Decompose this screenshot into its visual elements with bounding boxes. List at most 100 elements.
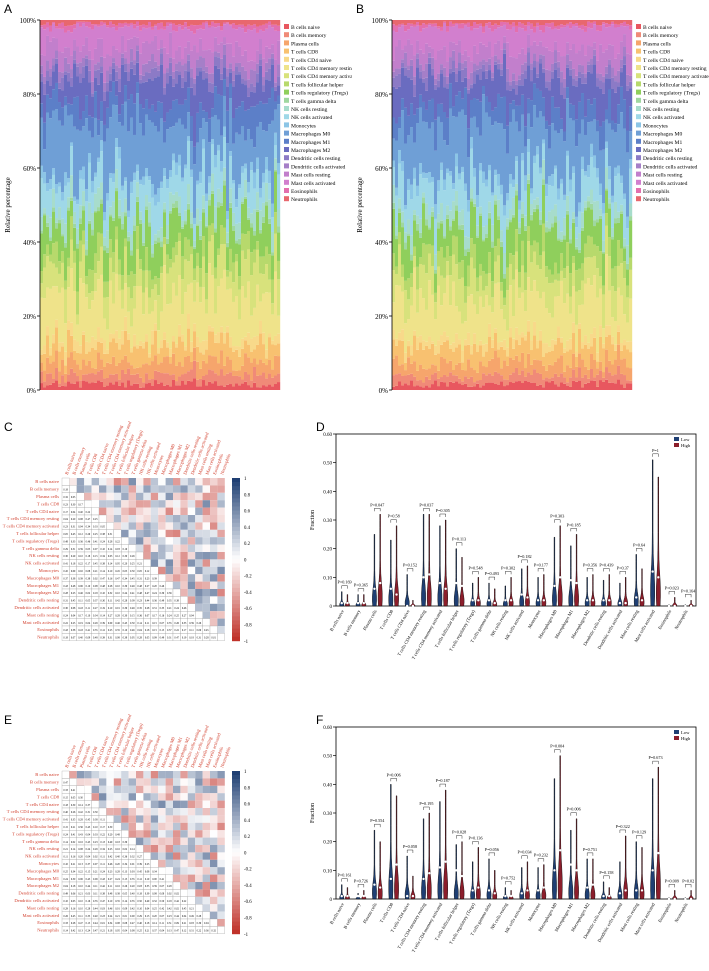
stack-segment [208,241,212,264]
heatmap-value-label: 0.02 [86,592,91,595]
stack-segment [148,180,152,203]
stack-segment [121,229,125,276]
stack-segment [395,239,399,267]
stack-segment [55,228,59,242]
stack-segment [593,55,597,65]
heatmap-value-label: 0.30 [123,555,128,558]
stack-segment [581,377,585,388]
stack-segment [407,69,411,78]
stack-segment [97,135,101,158]
heatmap-color-cell [202,611,210,619]
stack-segment [626,380,630,384]
stack-segment [626,90,630,131]
stack-segment [554,28,558,42]
stack-segment [73,59,77,64]
stack-segment [97,352,101,372]
stack-segment [536,291,540,341]
stack-segment [401,170,405,212]
heatmap-color-cell [187,778,196,786]
stack-segment [121,369,125,383]
stack-segment [539,219,543,226]
heatmap-value-label: 0.40 [78,511,83,514]
stack-segment [467,22,471,28]
stack-segment [226,219,230,233]
heatmap-value-label: 0.41 [93,540,98,543]
stack-segment [602,76,606,83]
stack-segment [614,81,618,93]
stack-segment [410,373,414,381]
stack-segment [395,88,399,124]
stack-segment [277,382,281,390]
x-tick-label: B cells memory [343,608,362,636]
stack-segment [407,190,411,220]
stack-segment [569,296,573,314]
heatmap-color-cell [113,800,122,808]
stack-segment [611,129,615,196]
stack-segment [217,68,221,95]
stack-segment [515,183,519,191]
stack-segment [581,263,585,281]
row-label: Macrophages M1 [27,583,60,588]
heatmap-value-label: 0.32 [108,592,113,595]
stack-segment [560,239,564,242]
stack-segment [419,163,423,175]
stack-segment [467,296,471,333]
stack-segment [169,356,173,364]
stack-segment [154,24,158,27]
stack-segment [431,245,435,266]
stack-segment [434,204,438,219]
stack-segment [52,263,56,287]
heatmap-value-label: 0.18 [93,592,98,595]
stack-segment [208,49,212,74]
stack-segment [446,88,450,118]
stack-segment [40,371,44,384]
stack-segment [623,46,627,57]
stack-segment [569,103,573,119]
stack-segment [407,319,411,341]
stack-segment [437,190,441,214]
stack-segment [587,378,591,383]
stack-segment [455,347,459,365]
stack-segment [623,193,627,199]
stack-segment [416,40,420,54]
heatmap-color-cell [173,837,181,845]
stack-segment [485,343,489,352]
stack-segment [175,50,179,64]
heatmap-color-cell [210,837,218,845]
stack-segment [599,209,603,216]
stack-segment [148,20,152,22]
stack-segment [593,155,597,168]
stack-segment [112,384,116,390]
heatmap-color-cell [99,778,107,786]
stack-segment [91,192,95,213]
stack-segment [533,335,537,360]
stack-segment [118,122,122,148]
stack-segment [82,380,86,390]
stack-segment [94,48,98,65]
stack-segment [274,233,278,272]
stack-segment [253,24,257,29]
stack-segment [148,270,152,298]
stack-segment [518,361,522,375]
heatmap-value-label: 0.10 [93,826,98,829]
stack-segment [145,195,149,207]
legend-swatch [636,48,641,54]
stack-segment [503,22,507,25]
stack-segment [172,86,176,101]
stack-segment [497,20,501,26]
stack-segment [73,126,77,197]
heatmap-value-label: 0.15 [152,629,157,632]
heatmap-color-cell [158,830,166,838]
colorbar-segment [232,555,240,560]
stack-segment [482,239,486,242]
stack-segment [419,25,423,32]
stack-segment [259,122,263,189]
stack-segment [133,230,137,275]
heatmap-color-cell [173,822,181,831]
heatmap-value-label: 0.41 [71,789,76,792]
stack-segment [67,103,71,116]
stack-segment [94,172,98,177]
heatmap-value-label: 0.39 [152,577,157,580]
stack-segment [262,332,266,345]
stack-segment [470,84,474,89]
